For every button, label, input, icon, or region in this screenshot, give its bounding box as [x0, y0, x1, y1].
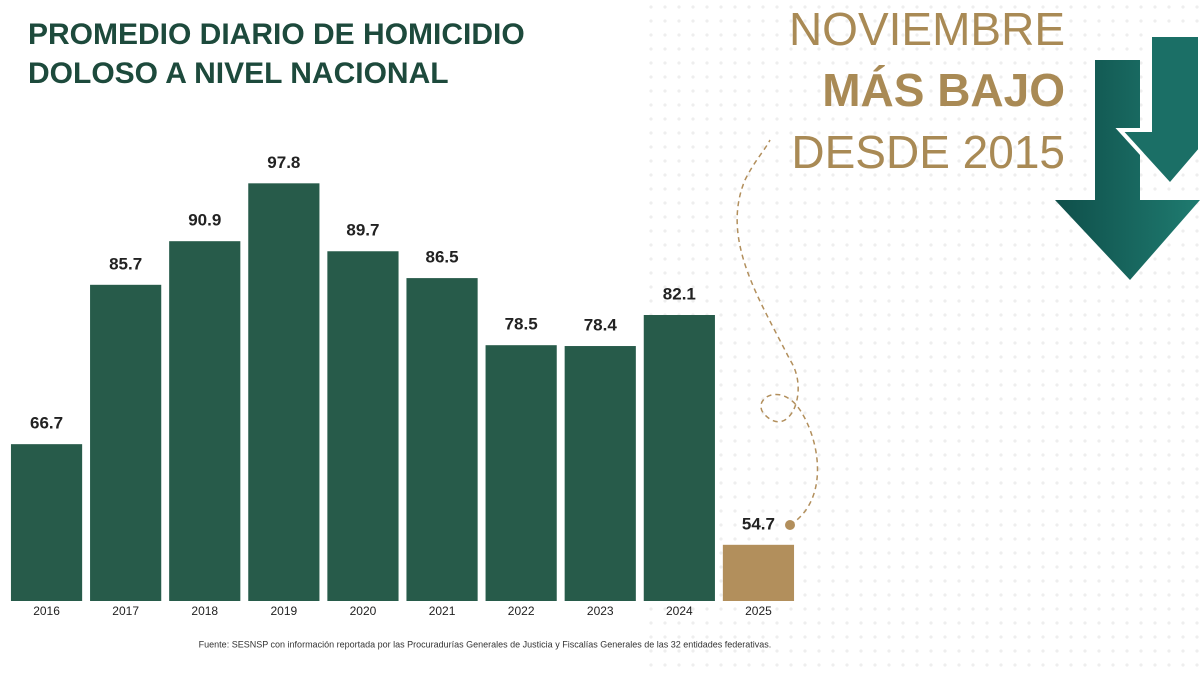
connector-dot [785, 520, 795, 530]
bar [564, 346, 636, 601]
value-label: 66.7 [30, 414, 63, 433]
x-tick-label: 2021 [429, 604, 456, 618]
value-label: 54.7 [742, 514, 775, 533]
x-tick-label: 2016 [33, 604, 60, 618]
x-tick-label: 2017 [112, 604, 139, 618]
dashed-connector [736, 139, 819, 526]
value-label: 78.5 [505, 315, 538, 334]
value-label: 97.8 [267, 153, 300, 172]
chart-title: PROMEDIO DIARIO DE HOMICIDIO [28, 18, 525, 51]
annotation: DESDE 2015 [791, 126, 1065, 178]
bar [643, 315, 715, 601]
x-tick-label: 2018 [191, 604, 218, 618]
bar [485, 345, 557, 601]
annotation: MÁS BAJO [822, 64, 1065, 116]
down-arrows [1055, 33, 1200, 280]
bar [327, 251, 399, 602]
x-tick-label: 2023 [587, 604, 614, 618]
source-note: Fuente: SESNSP con información reportada… [199, 639, 772, 649]
bar [248, 183, 320, 602]
bar [169, 241, 241, 601]
bar [406, 278, 478, 601]
bar [10, 444, 83, 601]
bar [722, 544, 795, 601]
value-label: 82.1 [663, 284, 696, 303]
annotation: NOVIEMBRE [789, 3, 1065, 55]
value-label: 85.7 [109, 254, 142, 273]
bar [90, 284, 162, 601]
x-tick-label: 2025 [745, 604, 772, 618]
value-label: 78.4 [584, 316, 618, 335]
x-tick-label: 2019 [270, 604, 297, 618]
value-label: 86.5 [426, 248, 459, 267]
x-tick-label: 2024 [666, 604, 693, 618]
value-label: 90.9 [188, 211, 221, 230]
chart-title: DOLOSO A NIVEL NACIONAL [28, 57, 449, 90]
value-label: 89.7 [346, 221, 379, 240]
x-tick-label: 2022 [508, 604, 535, 618]
x-tick-label: 2020 [350, 604, 377, 618]
